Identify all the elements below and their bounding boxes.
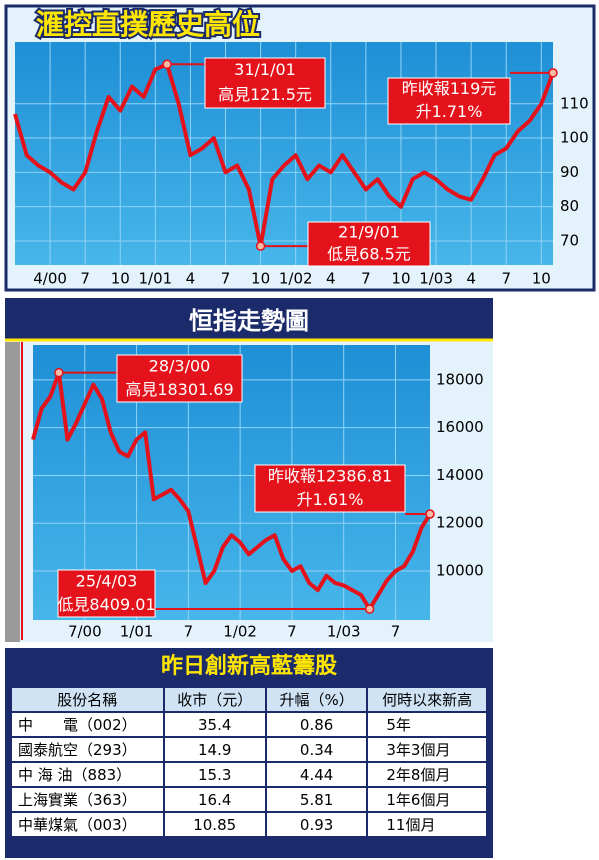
- x-tick-label: 1/02: [223, 623, 257, 641]
- y-tick-label: 80: [560, 197, 579, 215]
- table-title: 昨日創新高藍籌股: [160, 654, 337, 679]
- x-tick-label: 10: [391, 270, 410, 288]
- line: [31, 370, 432, 611]
- table: 股份名稱 收市（元） 升幅（%） 何時以來新高中 電（002） 35.4 0.86 5年 國泰…: [10, 686, 488, 838]
- annotation-box: [57, 569, 156, 618]
- line: [13, 62, 555, 249]
- annotation-text: 25/4/03: [76, 571, 138, 590]
- x-tick-label: 7: [184, 623, 194, 641]
- cell: 0.86: [264, 711, 369, 738]
- cell: 國泰航空（293）: [10, 736, 165, 763]
- point-marker: [425, 509, 435, 519]
- annotation-box: [387, 77, 511, 125]
- header-cell: 何時以來新高: [366, 686, 488, 713]
- annotation-text: 28/3/00: [149, 356, 211, 375]
- header-cell: 股份名稱: [10, 686, 165, 713]
- annotation-text: 高見18301.69: [125, 380, 233, 399]
- annotation-text: 升1.71%: [416, 102, 483, 121]
- stripe: [5, 342, 20, 642]
- x-tick-label: 1/01: [120, 623, 154, 641]
- annotation-text: 低見68.5元: [327, 245, 411, 264]
- annotation-text: 高見121.5元: [218, 85, 312, 104]
- point-marker: [162, 59, 172, 70]
- y-tick-label: 18000: [436, 370, 484, 388]
- cell: 0.93: [264, 811, 369, 838]
- cell: 中華煤氣（003）: [10, 811, 165, 838]
- x-tick-label: 10: [251, 270, 270, 288]
- point-marker: [54, 367, 64, 378]
- annotation-text: 升1.61%: [297, 490, 364, 509]
- cell: 中 電（002）: [10, 711, 165, 738]
- cell: 3年3個月: [366, 736, 488, 763]
- row: 中華煤氣（003） 10.85 0.93 11個月: [10, 811, 488, 838]
- row: 中 電（002） 35.4 0.86 5年: [10, 711, 488, 738]
- x-tick-label: 7: [80, 270, 90, 288]
- panel-header: [5, 298, 493, 340]
- x-tick-label: 10: [111, 270, 130, 288]
- table-panel: 昨日創新高藍籌股 股份名稱 收市（元） 升幅（%） 何時以來新高中 電（002） 35.…: [5, 648, 493, 858]
- x-tick-label: 7: [501, 270, 511, 288]
- x-tick-label: 7: [361, 270, 371, 288]
- x-tick-label: 4: [326, 270, 336, 288]
- y-tick-label: 90: [560, 163, 579, 181]
- cell: 16.4: [162, 786, 267, 813]
- annotation-text: 31/1/01: [234, 60, 296, 79]
- point-marker: [548, 68, 558, 78]
- y-tick-label: 10000: [436, 562, 484, 580]
- x-tick-label: 7/00: [68, 623, 102, 641]
- header-cell: 收市（元）: [162, 686, 267, 713]
- cell: 5.81: [264, 786, 369, 813]
- row: 中 海 油（883） 15.3 4.44 2年8個月: [10, 761, 488, 788]
- row: 國泰航空（293） 14.9 0.34 3年3個月: [10, 736, 488, 763]
- point-marker: [364, 604, 375, 614]
- cell: 14.9: [162, 736, 267, 763]
- x-tick-label: 1/03: [419, 270, 453, 288]
- annotation-box: [116, 354, 243, 403]
- x-tick-label: 4: [186, 270, 196, 288]
- annotation-text: 昨收報119元: [402, 79, 497, 98]
- x-tick-label: 1/03: [327, 623, 361, 641]
- y-tick-label: 110: [560, 94, 589, 112]
- annotation-text: 昨收報12386.81: [268, 466, 392, 485]
- cell: 10.85: [162, 811, 267, 838]
- cell: 上海實業（363）: [10, 786, 165, 813]
- cell: 15.3: [162, 761, 267, 788]
- cell: 1年6個月: [366, 786, 488, 813]
- annotation-box: [254, 464, 406, 513]
- annotation-text: 低見8409.01: [57, 595, 155, 614]
- x-tick-label: 7: [221, 270, 231, 288]
- annotation-text: 21/9/01: [338, 223, 400, 242]
- chart-title: 恒指走勢圖: [189, 307, 309, 335]
- cell: 中 海 油（883）: [10, 761, 165, 788]
- charts: 滙控直撲歷史高位 恒指走勢圖 70 80 90 100 110 4/00 7 10 1/01 4 7…: [4, 4, 596, 642]
- y-tick-label: 12000: [436, 514, 484, 532]
- x-tick-label: 1/01: [139, 270, 173, 288]
- cell: 11個月: [366, 811, 488, 838]
- cell: 5年: [366, 711, 488, 738]
- annotation-box: [204, 57, 326, 109]
- row: 上海實業（363） 16.4 5.81 1年6個月: [10, 786, 488, 813]
- cell: 4.44: [264, 761, 369, 788]
- x-tick-label: 4: [466, 270, 476, 288]
- chart-title: 滙控直撲歷史高位: [36, 8, 260, 41]
- y-tick-label: 70: [560, 231, 579, 249]
- cell: 0.34: [264, 736, 369, 763]
- x-tick-label: 10: [532, 270, 551, 288]
- annotation-box: [307, 221, 431, 267]
- x-tick-label: 4/00: [33, 270, 67, 288]
- x-tick-label: 7: [287, 623, 297, 641]
- y-tick-label: 16000: [436, 418, 484, 436]
- cell: 35.4: [162, 711, 267, 738]
- x-tick-label: 1/02: [279, 270, 313, 288]
- y-tick-label: 14000: [436, 466, 484, 484]
- x-tick-label: 7: [391, 623, 401, 641]
- y-tick-label: 100: [560, 129, 589, 147]
- cell: 2年8個月: [366, 761, 488, 788]
- point-marker: [255, 241, 266, 251]
- header-cell: 升幅（%）: [264, 686, 369, 713]
